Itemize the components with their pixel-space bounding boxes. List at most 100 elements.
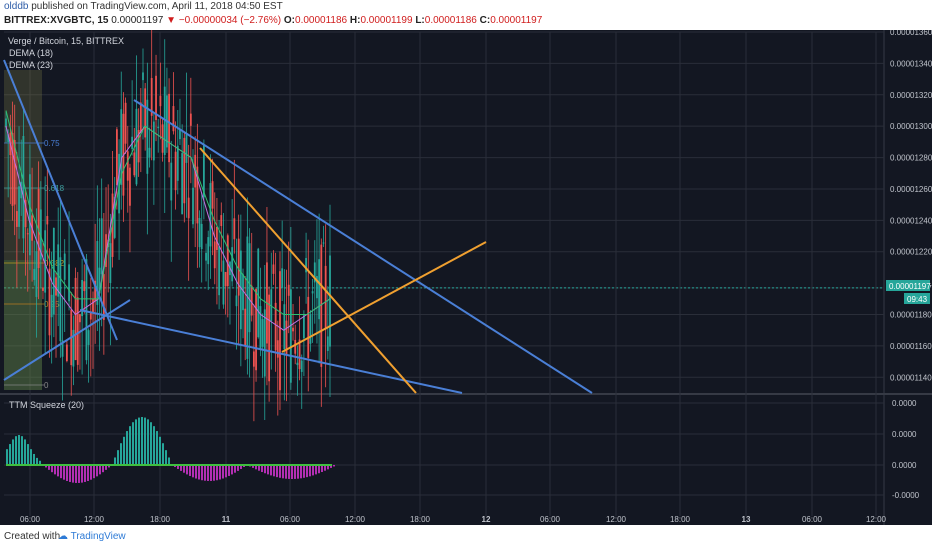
squeeze-bar	[39, 460, 41, 465]
candle-body	[250, 285, 253, 316]
squeeze-bar	[63, 465, 65, 480]
squeeze-bar	[93, 465, 95, 479]
candle-body	[37, 188, 40, 269]
candle-body	[174, 151, 177, 191]
candle-body	[100, 218, 103, 275]
squeeze-bar	[6, 449, 8, 465]
tradingview-logo[interactable]: ☁ TradingView	[58, 531, 126, 542]
candle-body	[244, 308, 247, 346]
squeeze-bar	[204, 465, 206, 481]
candle-body	[303, 315, 305, 339]
candle-body	[181, 153, 184, 215]
time-tag: 09:43	[907, 295, 928, 304]
author-link[interactable]: olddb	[4, 1, 29, 12]
candle-body	[113, 196, 116, 238]
y-tick-label: 0.00001260	[890, 185, 932, 194]
candle-body	[144, 88, 147, 138]
squeeze-bar	[159, 436, 161, 465]
x-tick-label: 06:00	[540, 515, 561, 524]
candle-body	[137, 129, 140, 163]
squeeze-bar	[9, 444, 11, 465]
squeeze-bar	[222, 465, 224, 479]
squeeze-bar	[174, 465, 176, 468]
squeeze-bar	[141, 417, 143, 465]
candle-body	[22, 135, 25, 239]
candle-body	[283, 304, 286, 350]
squeeze-bar	[213, 465, 215, 481]
trendlines[interactable]	[3, 59, 593, 394]
candle-body	[322, 242, 325, 244]
candle-body	[81, 279, 84, 317]
candle-body	[202, 145, 205, 198]
cloud-icon: ☁	[58, 531, 68, 542]
candle-body	[157, 126, 160, 129]
candle-body	[57, 244, 60, 297]
candle-body	[29, 174, 31, 256]
candle-body	[192, 187, 194, 225]
x-tick-label: 12:00	[345, 515, 366, 524]
candle-body	[220, 215, 223, 227]
trendline	[133, 99, 593, 394]
candle-body	[74, 277, 77, 361]
candle-body	[76, 297, 79, 365]
squeeze-bar	[291, 465, 293, 479]
dema-lines	[5, 110, 331, 331]
candle-body	[94, 280, 97, 302]
candle-body	[24, 199, 27, 228]
squeeze-bar	[54, 465, 56, 475]
candle-body	[65, 344, 68, 362]
squeeze-bar	[102, 465, 104, 473]
x-tick-label: 12:00	[866, 515, 887, 524]
x-tick-label: 12	[482, 515, 491, 524]
squeeze-bar	[69, 465, 71, 482]
candle-body	[274, 302, 277, 351]
candle-body	[307, 296, 310, 358]
x-tick-label: 06:00	[802, 515, 823, 524]
squeeze-bar	[225, 465, 227, 478]
candle-body	[120, 109, 123, 185]
candle-body	[152, 121, 155, 161]
candle-body	[159, 95, 162, 107]
squeeze-bar	[312, 465, 314, 476]
published-text: published on TradingView.com, April 11, …	[31, 1, 283, 12]
squeeze-bar	[330, 465, 332, 468]
squeeze-bar	[72, 465, 74, 483]
candle-body	[205, 252, 207, 261]
candle-body	[224, 271, 227, 287]
squeeze-bar	[183, 465, 185, 473]
y-tick-label: 0.00001220	[890, 248, 932, 257]
squeeze-bar	[198, 465, 200, 480]
candle-body	[211, 181, 214, 209]
candle-body	[7, 134, 10, 143]
squeeze-bar	[324, 465, 326, 471]
fib-level-label: 0.618	[44, 184, 65, 193]
candle-body	[305, 258, 307, 273]
candle-body	[233, 218, 236, 240]
squeeze-bar	[78, 465, 80, 483]
trendline	[3, 299, 131, 381]
candle-body	[33, 268, 36, 280]
candle-body	[200, 223, 203, 250]
candle-body	[15, 211, 18, 227]
candle-body	[239, 250, 242, 330]
squeeze-legend: TTM Squeeze (20)	[9, 400, 84, 410]
dema23-legend: DEMA (23)	[9, 60, 53, 70]
squeeze-bar	[219, 465, 221, 480]
candle-body	[18, 186, 20, 227]
candle-body	[48, 268, 51, 336]
candle-body	[300, 360, 303, 372]
open-value: 0.00001186	[295, 15, 348, 26]
squeeze-bar	[192, 465, 194, 478]
candle-body	[98, 267, 101, 294]
candle-body	[146, 99, 149, 174]
squeeze-bar	[282, 465, 284, 479]
candle-body	[222, 260, 225, 305]
squeeze-bar	[168, 457, 170, 465]
high-label: H:	[349, 15, 361, 26]
x-tick-label: 11	[222, 515, 231, 524]
squeeze-bar	[315, 465, 317, 475]
candle-body	[109, 243, 112, 284]
squeeze-bar	[24, 439, 26, 465]
